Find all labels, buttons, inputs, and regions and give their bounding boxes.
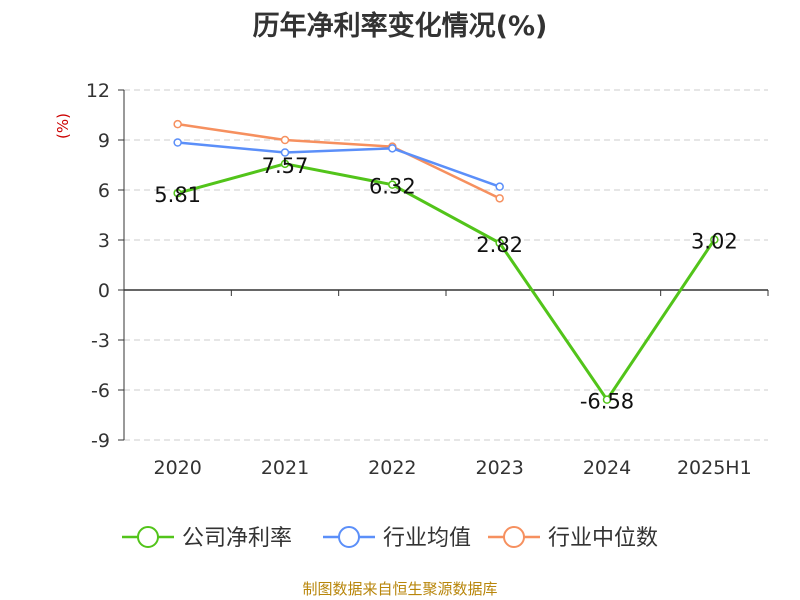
series-line	[177, 122, 501, 200]
data-point	[280, 135, 290, 145]
data-label-layer: 5.81 7.57 6.32 2.82 -6.58 3.02	[154, 154, 737, 414]
series-line	[177, 141, 501, 188]
chart-title: 历年净利率变化情况(%)	[252, 11, 548, 42]
data-point	[388, 144, 397, 153]
legend-item: 行业中位数	[488, 526, 658, 551]
data-label: -6.58	[580, 390, 634, 414]
data-point	[280, 159, 290, 169]
legend-marker	[338, 526, 360, 548]
legend-marker	[137, 526, 159, 548]
data-point	[280, 148, 290, 157]
y-tick-label: 3	[98, 230, 110, 252]
y-tick-label: 6	[98, 180, 110, 202]
y-tick-label: -6	[91, 380, 110, 402]
legend-item: 公司净利率	[122, 526, 292, 551]
x-tick-label: 2023	[475, 457, 523, 479]
axis-layer: 12 9 6 3 0 -3 -6 -9 2020 2021 2022 2023 2024 2025H1	[86, 80, 769, 479]
x-tick-label: 2022	[368, 457, 416, 479]
data-label: 7.57	[262, 154, 309, 178]
data-label: 5.81	[154, 183, 201, 207]
data-label: 3.02	[691, 230, 738, 254]
data-label: 2.82	[476, 233, 523, 257]
legend: 公司净利率 行业均值 行业中位数	[122, 526, 658, 551]
x-tick-label: 2021	[261, 457, 309, 479]
data-point	[173, 138, 182, 147]
y-tick-label: 0	[98, 280, 110, 302]
data-point	[388, 180, 397, 189]
legend-item: 行业均值	[323, 526, 471, 551]
data-point	[495, 238, 504, 248]
x-tick-label: 2025H1	[677, 457, 752, 479]
y-tick-label: -3	[91, 330, 110, 352]
grid-layer	[124, 89, 768, 441]
y-tick-label: 9	[98, 130, 110, 152]
data-point	[173, 119, 182, 129]
y-tick-label: -9	[91, 430, 110, 452]
source-note: 制图数据来自恒生聚源数据库	[302, 580, 498, 598]
x-tick-label: 2020	[153, 457, 201, 479]
y-tick-label: 12	[86, 80, 110, 102]
series-line	[177, 162, 716, 402]
legend-label: 行业均值	[383, 526, 471, 551]
data-point	[173, 188, 182, 198]
legend-label: 行业中位数	[548, 526, 658, 551]
legend-label: 公司净利率	[182, 526, 292, 551]
series-layer	[173, 119, 719, 404]
data-point	[602, 395, 612, 404]
data-point	[495, 182, 504, 191]
data-point	[495, 194, 504, 203]
legend-marker	[503, 526, 525, 548]
data-label: 6.32	[369, 175, 416, 199]
data-point	[710, 235, 719, 244]
y-axis-unit-label: (%)	[54, 113, 72, 139]
x-tick-label: 2024	[583, 457, 631, 479]
